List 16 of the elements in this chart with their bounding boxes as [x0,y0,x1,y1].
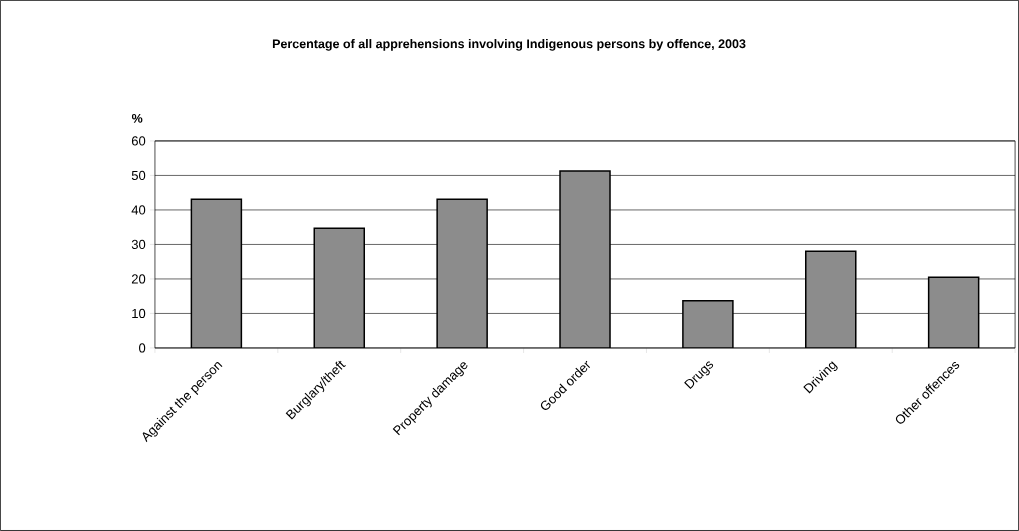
y-tick-label: 50 [131,170,146,181]
y-axis-title: % [131,113,143,123]
bar [559,170,611,348]
y-tick-label: 60 [131,136,146,146]
bar [927,276,980,348]
y-tick-label: 40 [131,205,146,215]
bar [313,227,366,348]
bar [682,299,734,348]
bar [436,198,488,348]
y-tick-label: 10 [132,308,146,319]
bar [805,250,857,348]
bar [190,198,243,348]
y-tick-label: 0 [139,343,146,353]
y-tick-label: 30 [131,239,146,250]
y-tick-label: 20 [131,274,146,284]
chart-title: Percentage of all apprehensions involving Indigenous persons by offence, 2003 [272,39,746,51]
